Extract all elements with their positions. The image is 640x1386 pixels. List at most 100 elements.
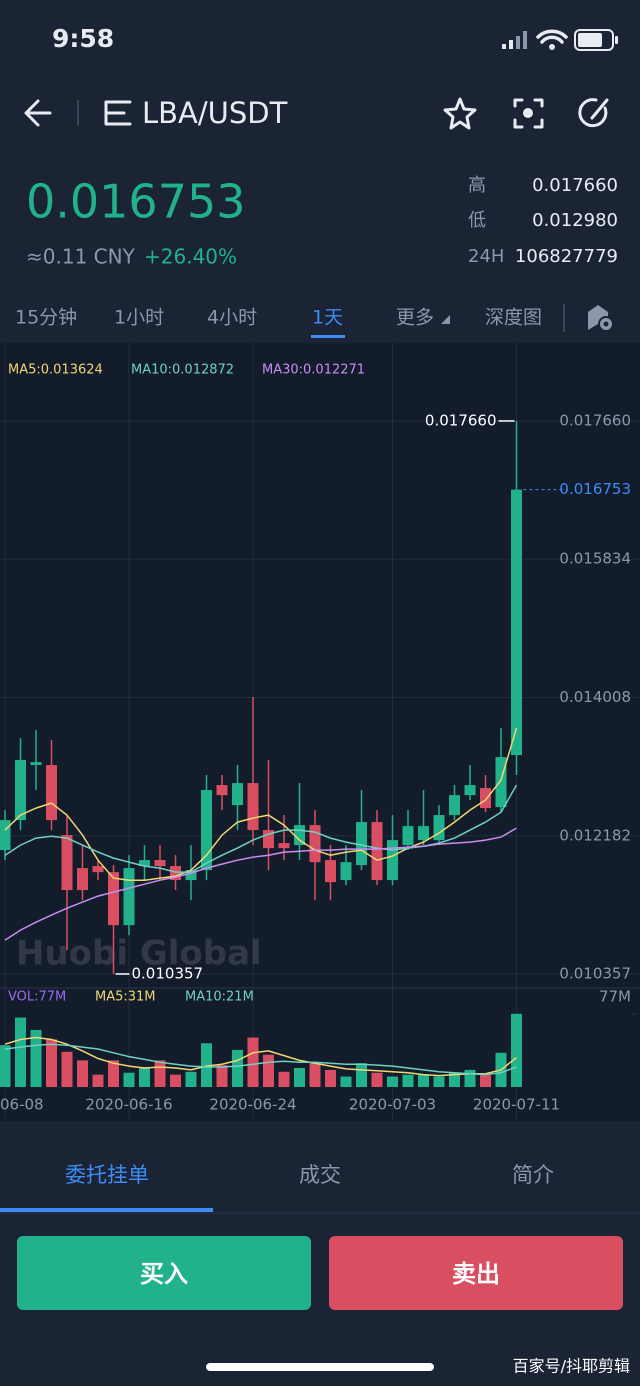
low-annotation: 0.010357 [132,964,204,982]
candle-body [263,830,274,849]
interval-tab[interactable]: 1小时 [114,307,164,329]
sell-label: 卖出 [452,1260,500,1288]
volume-bar [294,1067,305,1087]
candle-body [247,783,259,831]
candle-body [371,822,383,881]
candle-body [278,843,290,849]
y-tick-label: 0.017660 [559,411,631,429]
stat-label: 低 [468,210,486,231]
volume-bar [449,1072,460,1087]
candle-body [46,765,57,821]
volume-bar [278,1071,290,1087]
volume-bar [139,1067,150,1087]
volume-bar [108,1060,119,1087]
candle-body [387,840,398,881]
candle-body [108,872,119,926]
volume-bar [216,1065,228,1087]
volume-bar [340,1076,352,1087]
y-tick-label: 0.014008 [559,688,631,706]
stat-label: 高 [468,175,486,196]
bottom-tab[interactable]: 成交 [299,1163,341,1187]
x-tick-label: 2020-07-11 [473,1096,560,1114]
volume-bar [61,1051,73,1087]
scan-dot [523,108,533,118]
dropdown-caret [441,315,450,324]
sell-button[interactable] [329,1236,623,1310]
share-button[interactable] [578,98,609,128]
candle-body [356,822,367,866]
candle-body [294,825,305,846]
y-tick-label: 0.010357 [559,964,631,982]
candle-body [154,860,166,867]
legend-entry: MA5:31M [95,990,156,1005]
candle-body [216,785,228,796]
settings-button[interactable] [588,305,614,332]
back-button[interactable] [24,99,52,127]
y-tick-label: 0.012182 [559,826,631,844]
interval-tab-active[interactable]: 1天 [312,307,343,329]
y-tick-label: 77M [599,988,631,1006]
candle-body [201,790,212,871]
candle-body [495,757,507,808]
volume-bar [0,1045,11,1087]
volume-bar [232,1049,243,1087]
candle-body [418,826,429,841]
candle-body [139,860,150,867]
volume-bar [170,1074,181,1087]
bottom-tab-active[interactable]: 委托挂单 [65,1163,149,1187]
interval-tab[interactable]: 4小时 [207,307,257,329]
volume-bar [356,1063,367,1087]
interval-tab[interactable]: 15分钟 [15,307,77,329]
interval-tab[interactable]: 深度图 [485,307,542,329]
volume-title: VOL:77M [8,990,66,1005]
last-price: 0.016753 [26,175,246,229]
status-icons [502,29,618,51]
candle-body [170,866,181,881]
stat-value: 0.012980 [532,210,618,231]
tab-bar [0,1140,640,1214]
ma-line [4,827,517,941]
watermark: Huobi Global [16,934,262,974]
legend-entry: MA10:0.012872 [131,363,234,378]
last-price-label: 0.016753 [559,480,631,498]
volume-bar [154,1060,166,1087]
volume-bar [387,1076,398,1087]
candle-body [0,820,11,851]
candle-body [449,795,460,816]
volume-bar [309,1063,321,1087]
stat-value: 0.017660 [532,175,618,196]
change: +26.40% [144,245,237,269]
pair-title: LBA/USDT [142,96,288,130]
tab-indicator [0,1208,213,1212]
x-tick-label: 2020-06-24 [209,1096,296,1114]
candle-body [402,826,414,846]
volume-bar [263,1054,274,1087]
favorite-button[interactable] [443,97,477,130]
legend-entry: MA30:0.012271 [262,363,365,378]
scan-button[interactable] [513,98,544,129]
ma-line [4,727,518,881]
volume-bar [480,1074,491,1087]
high-annotation: 0.017660 [425,411,497,429]
candle-body [511,489,522,756]
home-indicator [206,1363,434,1371]
volume-bar [402,1074,414,1087]
buy-button[interactable] [17,1236,311,1310]
legend-entry: MA10:21M [185,990,254,1005]
bottom-tab[interactable]: 简介 [512,1163,554,1187]
candle-body [325,860,336,883]
volume-bar [371,1072,383,1087]
volume-bar [185,1071,197,1087]
x-tick-label: 2020-07-03 [349,1096,436,1114]
y-tick-label: 0.015834 [559,550,631,568]
interval-tab[interactable]: 更多 [396,307,434,329]
candle-body [340,862,352,881]
stat-label: 24H [468,246,504,267]
menu-icon[interactable] [104,100,132,126]
cny-price: ≈0.11 CNY [26,245,136,269]
vol-ma-line [4,1036,517,1077]
candle-body [433,815,445,841]
candle-body [232,783,243,806]
candle-body [185,870,197,881]
